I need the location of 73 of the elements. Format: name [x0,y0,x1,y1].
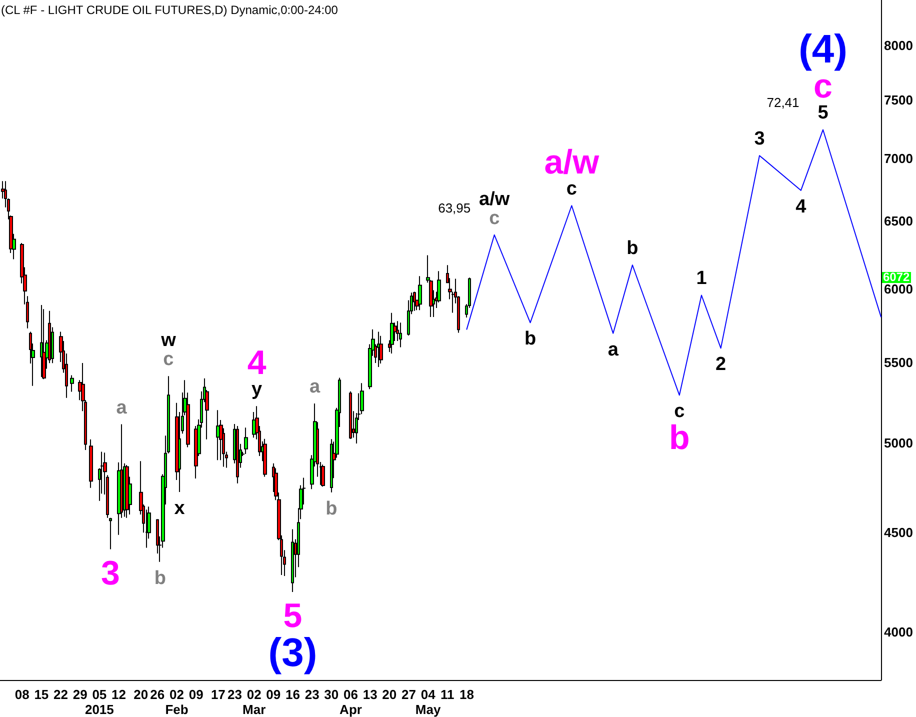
y-tick-label: 8000 [884,38,913,53]
y-tick-label: 4000 [884,624,913,640]
y-tick-label: 7000 [884,150,913,166]
annotation: 63,95 [438,200,471,216]
candlestick [321,464,325,488]
candlestick [291,528,294,593]
x-tick-label: 23 [228,687,242,702]
x-tick-label: 06 Apr [340,687,362,717]
candlestick [216,410,220,461]
y-tick-label: 5500 [884,355,913,370]
candlestick [236,425,239,484]
candlestick [330,438,333,493]
candlestick [40,304,43,378]
candlestick [379,335,383,364]
x-tick-label: 12 [112,687,126,702]
annotation: c [489,208,500,229]
price-tag: 6072 [882,272,911,283]
y-tick-label: 6500 [884,214,913,229]
candlestick [244,427,248,454]
candlestick [263,438,267,478]
y-tick-label: 7500 [884,92,913,108]
chart-title: (CL #F - LIGHT CRUDE OIL FUTURES,D) Dynamic,0:00-24:00 [1,3,338,17]
annotation: a [116,397,128,418]
annotation: 2 [716,354,726,376]
x-tick-label: 11 [440,687,454,702]
candlestick [418,276,422,311]
x-tick-label: 23 [304,687,320,702]
annotation: b [326,498,338,520]
annotation: 3 [754,128,765,150]
candlestick [413,291,416,312]
annotation: 4 [796,196,807,218]
annotation: 72,41 [766,95,800,110]
x-tick-label: 29 [72,687,88,702]
candlestick [89,438,93,488]
x-tick-label: 20 [134,687,148,702]
candlestick [70,374,74,392]
annotation: b [524,328,536,350]
x-tick-label: 13 [362,687,378,702]
annotation: a [608,339,619,360]
x-tick-label: 30 [324,687,339,702]
x-tick-label: 02 Mar [242,687,266,717]
x-tick-label: 08 [14,687,30,702]
candlestick [390,312,394,354]
candlestick [125,464,129,518]
annotation: w [160,330,176,352]
y-tick-label: 6000 [884,281,913,296]
x-tick-label: 20 [382,687,397,702]
annotation: 1 [696,268,708,290]
annotation: x [174,498,186,519]
annotation: b [154,568,166,589]
x-tick-label: 17 [210,687,226,702]
y-tick-label: 5000 [884,436,913,451]
x-tick-label: 04 May [415,687,442,717]
annotation: b [626,238,638,260]
annotation: c [163,349,174,370]
x-tick-label: 02 Feb [165,687,188,717]
annotation: a/w [479,188,510,210]
y-tick-label: 4500 [884,524,913,540]
candlestick [399,322,402,348]
x-tick-label: 22 [54,687,68,702]
annotation: a [310,376,321,398]
x-tick-label: 15 [34,687,49,702]
x-tick-label: 27 [402,687,416,702]
x-tick-label: 26 [150,687,165,702]
x-tick-label: 18 [460,687,474,702]
x-tick-label: 09 [266,687,281,702]
x-tick-label: 09 [188,687,204,702]
candlestick [42,308,46,380]
candlestick [349,390,352,440]
x-tick-label: 16 [286,687,300,702]
annotation: 3 [101,554,120,592]
candlestick [109,517,112,550]
candlestick [377,331,380,368]
